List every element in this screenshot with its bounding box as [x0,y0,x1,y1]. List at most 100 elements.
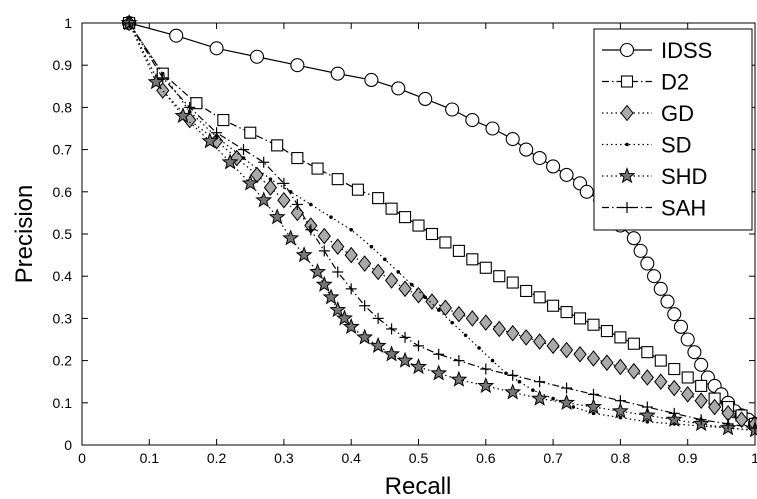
point-shd [329,301,347,318]
legend-label: GD [661,101,694,126]
y-tick-label: 0.4 [53,268,73,284]
point-sah [359,300,371,312]
point-gd [331,238,345,255]
point-gd [506,324,520,342]
point-gd [411,286,426,304]
point-shd [531,389,549,406]
point-sah [587,388,599,400]
point-gd [492,320,506,338]
point-d2 [466,253,479,266]
point-idss [680,332,695,347]
y-tick-label: 0.1 [53,395,73,411]
legend-label: IDSS [661,38,712,63]
point-d2 [190,97,203,110]
point-gd [479,314,493,331]
point-gd [734,411,749,428]
point-idss [364,72,379,88]
point-d2 [452,244,465,257]
point-shd [241,174,259,191]
point-d2 [627,337,640,350]
point-shd [174,106,192,124]
point-shd [396,351,414,368]
point-sah [157,72,169,84]
point-d2 [614,331,627,344]
legend-item-idss: IDSS [602,38,712,63]
point-sah [184,101,196,113]
point-idss [546,159,561,174]
point-idss [653,281,668,296]
legend-label: SHD [661,164,707,189]
point-sd [645,419,650,424]
point-gd [465,310,479,327]
x-tick-label: 0.1 [140,450,160,466]
point-idss [485,121,500,136]
point-d2 [668,362,681,376]
y-tick-label: 0.7 [53,142,73,158]
point-sd [383,257,387,262]
point-shd [201,132,219,149]
point-gd [519,329,533,346]
point-idss [290,58,305,73]
point-sd [618,415,623,420]
legend-label: D2 [661,70,689,95]
series-sah [123,17,757,434]
point-sd [423,295,428,300]
series-line-sd [128,22,756,431]
legend-marker [621,202,633,213]
legend-item-sah: SAH [602,196,706,221]
point-d2 [351,183,364,196]
point-shd [369,336,387,354]
point-shd [558,393,576,411]
legend-box [593,28,753,231]
point-sd [241,156,246,160]
legend-marker [625,142,629,147]
point-gd [277,191,291,209]
x-tick-label: 0.4 [341,450,361,466]
point-sah [722,418,734,430]
legend: IDSS D2 GD SD SHD SAH [593,28,753,231]
point-sah [372,312,384,324]
point-sah [258,156,270,168]
point-sd [329,215,333,219]
x-tick-label: 0.7 [543,450,563,466]
point-gd [371,263,385,281]
point-shd [410,358,427,375]
point-shd [336,309,353,326]
point-sah [668,407,680,419]
point-sd [396,270,401,274]
point-d2 [372,192,385,205]
point-gd [600,354,614,372]
point-sah [507,369,519,381]
point-d2 [244,126,257,139]
point-d2 [412,219,425,232]
point-sd [571,405,576,409]
point-d2 [217,114,230,127]
point-sah [345,283,357,295]
legend-marker [618,167,636,184]
point-sd [490,358,495,363]
point-idss [169,28,184,43]
point-idss [633,243,648,258]
point-sd [477,346,481,350]
y-tick-label: 0.8 [53,99,73,115]
legend-marker [619,42,635,58]
point-gd [627,362,641,380]
point-d2 [681,371,694,384]
x-tick-label: 0.6 [476,450,496,466]
point-shd [638,406,656,423]
point-gd [384,272,399,289]
point-gd [559,341,574,359]
point-shd [255,191,273,208]
point-d2 [641,346,654,359]
legend-item-gd: GD [602,101,694,126]
point-shd [309,263,327,280]
point-idss [626,231,641,246]
point-sah [318,245,330,257]
point-idss [209,41,224,56]
point-gd [694,392,708,409]
point-d2 [600,325,613,338]
point-shd [322,288,340,305]
legend-label: SAH [661,196,706,221]
point-shd [295,246,313,263]
